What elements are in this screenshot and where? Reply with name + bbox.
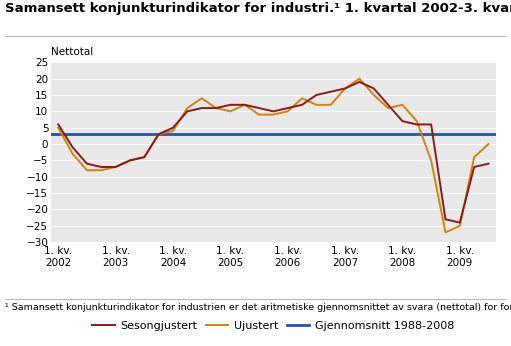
Text: ¹ Samansett konjunkturindikator for industrien er det aritmetiske gjennomsnittet: ¹ Samansett konjunkturindikator for indu… bbox=[5, 303, 511, 312]
Legend: Sesongjustert, Ujustert, Gjennomsnitt 1988-2008: Sesongjustert, Ujustert, Gjennomsnitt 19… bbox=[88, 316, 459, 335]
Text: Nettotal: Nettotal bbox=[51, 47, 94, 57]
Text: Samansett konjunkturindikator for industri.¹ 1. kvartal 2002-3. kvartal 2009: Samansett konjunkturindikator for indust… bbox=[5, 2, 511, 15]
